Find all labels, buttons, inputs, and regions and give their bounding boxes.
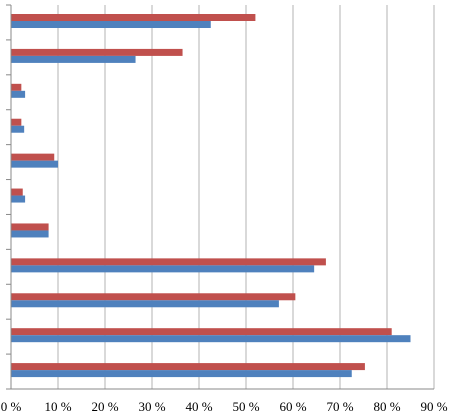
bar-series2-cat7 [11,230,49,238]
bar-series2-cat11 [11,370,352,378]
bar-series2-cat5 [11,160,58,168]
bar-series1-cat1 [11,14,256,21]
x-tick-label: 90 % [420,399,447,414]
bar-series2-cat3 [11,90,26,98]
x-tick-label: 0 % [1,399,22,414]
x-tick-label: 50 % [232,399,259,414]
bar-series2-cat4 [11,125,25,133]
x-tick-label: 80 % [373,399,400,414]
bars [11,14,411,378]
axes [6,4,434,390]
x-tick-label: 70 % [326,399,353,414]
bar-series2-cat1 [11,21,211,28]
bar-series1-cat9 [11,293,296,301]
bar-series1-cat10 [11,328,392,336]
bar-series2-cat9 [11,300,279,308]
gridlines [57,5,435,389]
bar-series2-cat10 [11,335,411,343]
bar-series1-cat8 [11,258,326,266]
x-tick-label: 30 % [138,399,165,414]
bar-series2-cat8 [11,265,315,273]
bar-series1-cat2 [11,48,183,56]
bar-series2-cat6 [11,195,26,203]
x-tick-label: 60 % [279,399,306,414]
bar-series1-cat6 [11,188,23,196]
bar-series1-cat4 [11,118,22,126]
x-tick-labels: 0 % 10 % 20 % 30 % 40 % 50 % 60 % 70 % 80 % 90 % [1,399,448,414]
bar-series1-cat5 [11,153,55,161]
bar-series1-cat7 [11,223,49,231]
x-tick-label: 40 % [185,399,212,414]
x-tick-label: 20 % [91,399,118,414]
x-tick-label: 10 % [44,399,71,414]
bar-series1-cat3 [11,83,22,91]
bar-series1-cat11 [11,363,365,371]
bar-series2-cat2 [11,55,136,63]
